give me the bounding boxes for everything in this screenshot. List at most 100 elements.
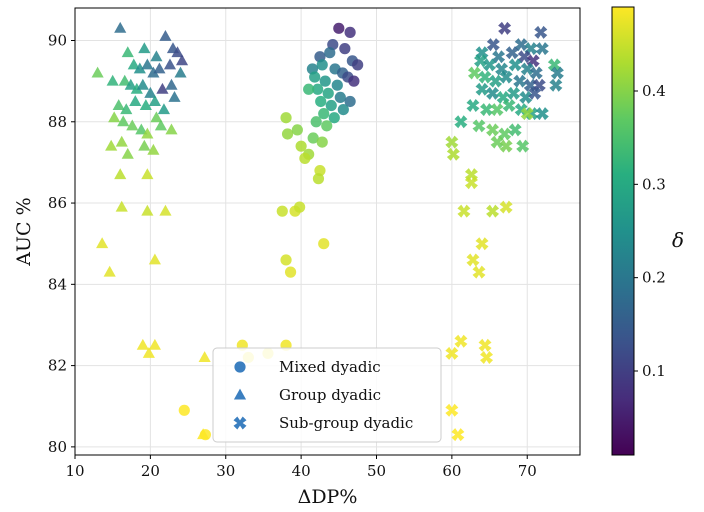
- data-point: [502, 99, 516, 113]
- data-point: [115, 200, 128, 212]
- data-point: [121, 46, 134, 58]
- data-point: [114, 168, 127, 180]
- data-point: [334, 91, 346, 103]
- x-tick-label: 10: [65, 462, 84, 480]
- y-tick-label: 84: [48, 275, 67, 293]
- data-point: [535, 42, 549, 56]
- data-point: [475, 82, 489, 96]
- data-point: [480, 103, 494, 117]
- data-point: [142, 347, 155, 358]
- series-triangle: [91, 21, 211, 440]
- data-point: [516, 139, 530, 153]
- legend-marker: [233, 388, 247, 400]
- data-point: [333, 22, 345, 34]
- data-point: [534, 25, 548, 39]
- data-point: [454, 115, 468, 129]
- data-point: [165, 78, 178, 90]
- data-point: [159, 30, 172, 41]
- y-tick-label: 80: [48, 438, 67, 456]
- data-point: [124, 78, 137, 90]
- data-point: [549, 78, 563, 92]
- data-point: [331, 79, 343, 91]
- data-point: [163, 58, 177, 70]
- data-point: [499, 139, 513, 153]
- data-point: [307, 132, 319, 144]
- colorbar-tick-label: 0.1: [642, 362, 666, 380]
- data-point: [148, 338, 161, 350]
- data-point: [321, 120, 333, 132]
- data-point: [318, 108, 330, 120]
- data-point: [138, 42, 151, 54]
- data-point: [316, 136, 328, 148]
- data-point: [472, 119, 486, 133]
- data-point: [445, 135, 459, 149]
- data-point: [519, 90, 533, 104]
- data-point: [141, 127, 154, 139]
- data-point: [486, 204, 500, 218]
- colorbar-gradient: [611, 6, 635, 456]
- data-point: [312, 83, 324, 95]
- legend-marker: [234, 361, 246, 373]
- data-point: [154, 119, 168, 131]
- data-point: [126, 119, 139, 131]
- data-point: [315, 95, 327, 108]
- data-point: [96, 237, 109, 249]
- data-point: [108, 111, 121, 123]
- data-point: [312, 173, 325, 185]
- data-point: [472, 265, 486, 279]
- data-point: [490, 135, 504, 149]
- data-point: [91, 66, 104, 78]
- data-point: [535, 107, 549, 121]
- data-point: [322, 87, 334, 99]
- x-tick-label: 30: [216, 462, 235, 480]
- data-point: [309, 71, 321, 83]
- data-point: [136, 338, 149, 350]
- data-point: [291, 124, 303, 136]
- data-point: [520, 62, 534, 76]
- data-point: [112, 99, 125, 111]
- data-point: [324, 47, 336, 59]
- data-point: [490, 103, 504, 117]
- data-point: [103, 265, 116, 277]
- data-point: [159, 204, 172, 216]
- data-point: [478, 338, 492, 352]
- data-point: [475, 237, 489, 251]
- data-point: [138, 139, 151, 151]
- data-point: [153, 62, 166, 74]
- data-point: [299, 152, 311, 164]
- data-point: [198, 351, 211, 362]
- data-point: [147, 66, 160, 78]
- x-tick-label: 70: [518, 462, 537, 480]
- legend: Mixed dyadic Group dyadic Sub-group dyadic: [212, 347, 442, 443]
- y-tick-label: 88: [48, 113, 67, 131]
- colorbar-tick-label: 0.2: [642, 269, 666, 287]
- data-point: [276, 205, 288, 217]
- data-point: [319, 75, 331, 87]
- data-point: [281, 128, 294, 140]
- legend-entry: Sub-group dyadic: [279, 414, 413, 432]
- data-point: [517, 50, 531, 64]
- series-x: [445, 21, 564, 442]
- data-point: [120, 103, 133, 115]
- data-point: [280, 112, 292, 124]
- data-point: [446, 147, 460, 161]
- data-point: [117, 115, 130, 127]
- data-point: [136, 78, 149, 90]
- data-point: [310, 116, 322, 128]
- data-point: [445, 403, 459, 417]
- data-point: [483, 58, 497, 72]
- data-points: [91, 21, 564, 442]
- data-point: [148, 253, 161, 265]
- axis-ticks: 10 20 30 40 50 60 70 80 82 84 86 88 90: [48, 32, 537, 480]
- data-point: [508, 123, 522, 137]
- data-point: [498, 21, 512, 35]
- data-point: [197, 428, 210, 440]
- data-point: [316, 59, 328, 71]
- colorbar-tick-label: 0.3: [642, 175, 666, 193]
- legend-marker: [233, 416, 247, 430]
- y-tick-label: 90: [48, 32, 67, 50]
- data-point: [348, 75, 360, 87]
- data-point: [150, 111, 163, 123]
- data-point: [486, 86, 500, 100]
